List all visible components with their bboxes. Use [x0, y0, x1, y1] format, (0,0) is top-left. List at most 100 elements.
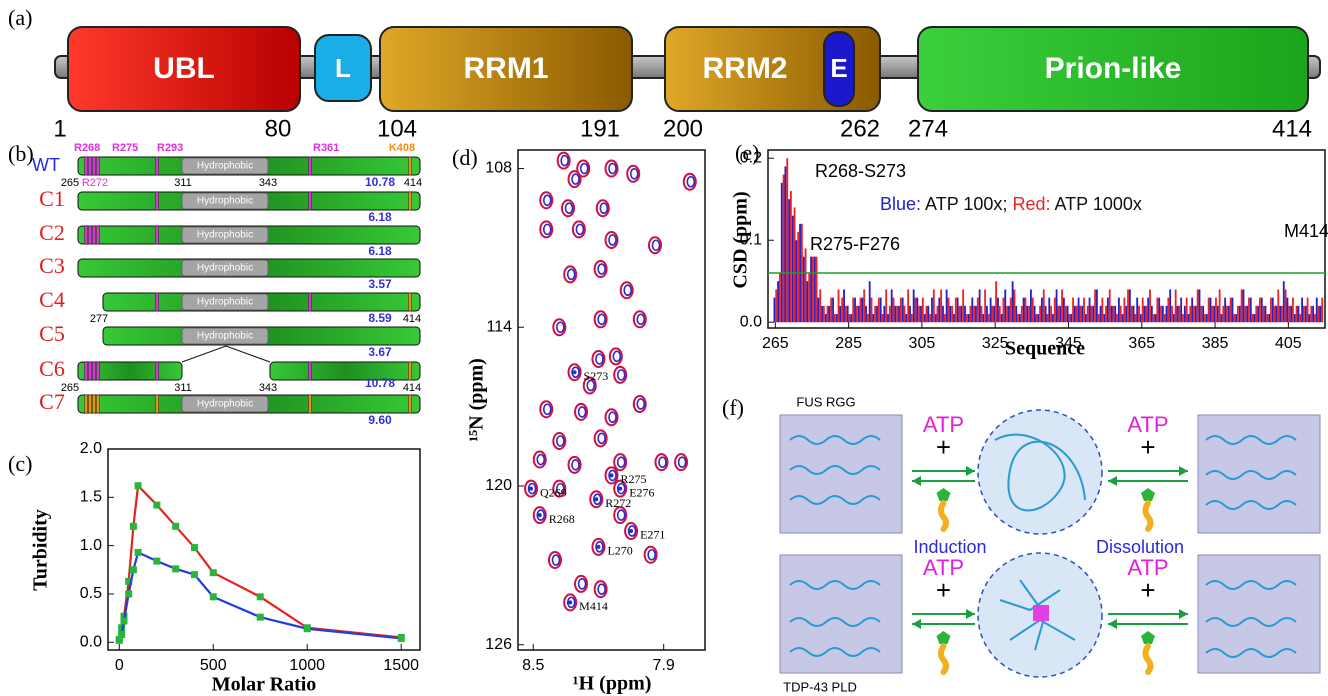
- peak-label: L270: [607, 544, 632, 558]
- bar: [874, 305, 877, 323]
- bar: [1204, 314, 1206, 323]
- x-tick-label: 365: [1128, 335, 1155, 352]
- bar: [986, 305, 988, 323]
- peak-inner: [542, 194, 552, 207]
- x-tick-label: 405: [1275, 335, 1302, 352]
- residue-label: R272: [82, 177, 108, 189]
- peak: [595, 199, 610, 218]
- construct-name: C2: [39, 220, 65, 245]
- peak: [567, 363, 582, 382]
- domain-name: RRM1: [463, 52, 548, 85]
- bar: [984, 289, 987, 323]
- atp-label: ATP: [1127, 412, 1168, 437]
- bar: [1147, 297, 1150, 323]
- bar: [1182, 314, 1184, 323]
- bar: [1015, 305, 1018, 323]
- peak-inner: [597, 583, 606, 595]
- bar: [1150, 305, 1153, 323]
- hydrophobic-label: Hydrophobic: [197, 297, 253, 308]
- peak-inner: [599, 202, 609, 215]
- bar: [1154, 314, 1157, 323]
- peak-label: R272: [605, 496, 631, 510]
- bar: [909, 305, 911, 323]
- bar: [1099, 305, 1102, 323]
- bar: [1238, 305, 1241, 323]
- bar: [905, 314, 908, 323]
- residue-number: 80: [265, 115, 292, 142]
- mutation-stripe: [88, 156, 92, 176]
- bar: [925, 305, 928, 323]
- data-point: [153, 557, 161, 565]
- state-box: [1197, 554, 1321, 674]
- bar: [1075, 305, 1078, 323]
- peak-label: R275: [621, 472, 647, 486]
- mutation-stripe: [92, 394, 96, 414]
- legend-text: Red:: [1012, 194, 1050, 214]
- data-point: [125, 577, 133, 585]
- residue-number: 262: [840, 115, 880, 142]
- bar: [843, 289, 845, 323]
- mutation-stripe: [308, 292, 312, 312]
- peak-inner: [551, 554, 561, 566]
- plot-frame: [767, 149, 1326, 329]
- bar: [1017, 314, 1020, 323]
- bar: [989, 297, 992, 323]
- bar: [1315, 297, 1318, 323]
- bar: [1180, 297, 1183, 323]
- polymer: [789, 435, 881, 445]
- bar: [1257, 305, 1260, 323]
- bar: [1008, 305, 1010, 323]
- bar: [1304, 305, 1307, 323]
- mutation-stripe: [408, 361, 412, 381]
- peak-inner: [597, 313, 606, 326]
- bar: [1138, 305, 1140, 323]
- bar: [872, 314, 875, 323]
- bar: [1149, 289, 1151, 323]
- mutation-stripe: [408, 394, 412, 414]
- residue-number: 200: [663, 115, 703, 142]
- bar: [1079, 305, 1082, 323]
- bar: [920, 305, 922, 323]
- peak-inner: [575, 223, 585, 236]
- y-tick-label: 126: [485, 636, 512, 653]
- bar: [811, 256, 814, 323]
- bar: [965, 314, 968, 323]
- bar: [997, 297, 999, 323]
- atp-tail: [938, 643, 949, 675]
- bar: [1237, 305, 1239, 323]
- bar: [1174, 289, 1177, 323]
- bar: [841, 297, 844, 323]
- bar: [1213, 305, 1216, 323]
- bar: [1215, 297, 1217, 323]
- arrowhead: [966, 609, 975, 619]
- peak: [626, 164, 641, 183]
- peak: [539, 191, 554, 210]
- bar: [1185, 297, 1188, 323]
- bar: [850, 314, 853, 323]
- peak-inner: [686, 175, 696, 188]
- peak: [593, 310, 608, 329]
- bar: [839, 305, 842, 323]
- bar: [857, 305, 860, 323]
- bar: [1288, 305, 1291, 323]
- domain-name: RRM2: [702, 52, 787, 85]
- bar: [848, 314, 851, 323]
- peak-inner: [608, 469, 617, 482]
- y-tick-label: 114: [486, 318, 512, 335]
- core: [1033, 605, 1049, 621]
- plus-sign: +: [1140, 575, 1155, 605]
- peak-inner: [636, 398, 646, 410]
- bar: [1039, 305, 1042, 323]
- bar: [1220, 314, 1223, 323]
- bar: [1119, 305, 1122, 323]
- bar: [861, 297, 864, 323]
- peak: [593, 260, 608, 279]
- bar: [1202, 305, 1205, 323]
- bar: [1314, 314, 1316, 323]
- construct-name: C6: [39, 356, 65, 381]
- bar: [1183, 305, 1186, 323]
- bar: [1145, 305, 1148, 323]
- bar: [1090, 305, 1093, 323]
- data-point: [115, 636, 123, 644]
- labeled-peak: [596, 544, 601, 549]
